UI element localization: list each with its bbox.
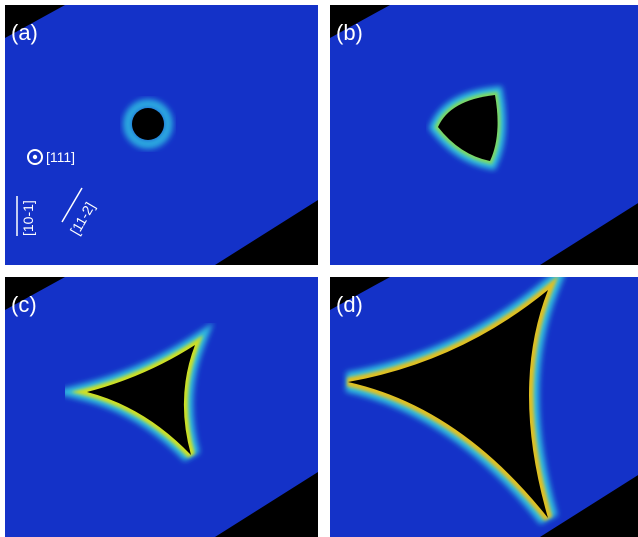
panel-label: (d) <box>336 292 363 317</box>
panel-label: (b) <box>336 20 363 45</box>
zone-axis-dot <box>32 154 38 160</box>
zone-axis-symbol <box>27 149 43 165</box>
panel-label: (c) <box>11 292 37 317</box>
panel-d <box>330 277 638 537</box>
zone-axis-label: [111] <box>46 149 75 165</box>
direction-overline <box>61 187 83 223</box>
direction-label: [10-1] <box>20 200 36 236</box>
panel-label: (a) <box>11 20 38 45</box>
panel-b <box>330 5 638 265</box>
panel-a <box>5 5 318 265</box>
panel-c <box>5 277 318 537</box>
